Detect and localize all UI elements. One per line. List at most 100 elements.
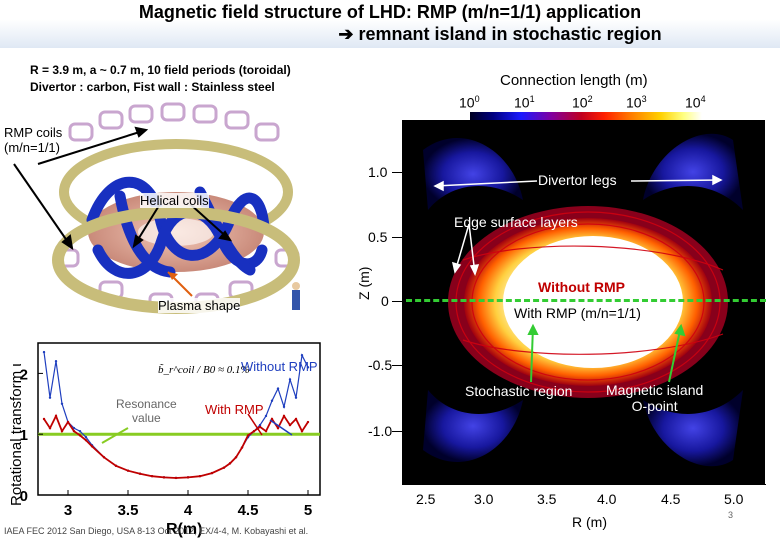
point-with-rmp — [282, 414, 286, 418]
without-rmp-label: Without RMP — [538, 279, 625, 295]
z-tick: -1.0 — [368, 423, 393, 439]
point-without-rmp — [294, 396, 298, 399]
point-with-rmp — [198, 474, 202, 478]
specs-line-1: R = 3.9 m, a ~ 0.7 m, 10 field periods (… — [30, 63, 291, 77]
helical-coils-label: Helical coils — [140, 193, 209, 208]
point-with-rmp — [294, 417, 298, 421]
point-with-rmp — [240, 446, 244, 449]
point-without-rmp — [288, 378, 292, 381]
colorbar-title: Connection length (m) — [500, 72, 648, 89]
without-rmp-pointer — [269, 419, 293, 436]
point-without-rmp — [282, 405, 286, 409]
point-with-rmp — [114, 464, 118, 468]
point-with-rmp — [210, 471, 214, 475]
colorbar-tick: 103 — [626, 94, 647, 111]
slide-subtitle: ➔ remnant island in stochastic region — [0, 24, 780, 45]
poincare-y-axis — [402, 120, 403, 485]
iota-y-ticklabel: 2 — [20, 366, 28, 383]
iota-ylabel-box: Rotational transform ι — [8, 338, 30, 508]
stochastic-region-label: Stochastic region — [465, 383, 573, 399]
point-without-rmp — [84, 436, 88, 439]
divertor-legs-label: Divertor legs — [538, 172, 617, 188]
point-with-rmp — [60, 429, 64, 433]
r-axis-label: R (m) — [572, 514, 607, 530]
point-with-rmp — [306, 420, 310, 424]
without-rmp-legend: Without RMP — [241, 359, 318, 374]
point-with-rmp — [174, 476, 178, 480]
point-with-rmp — [150, 474, 154, 478]
z-axis-label: Z (m) — [356, 266, 372, 300]
iota-ylabel: Rotational transform ι — [8, 363, 25, 506]
with-rmp-legend: With RMP — [205, 402, 264, 417]
point-with-rmp — [228, 462, 232, 465]
rmp-arrow-2 — [37, 129, 147, 165]
formula-label: b̃_r^coil / B0 ≈ 0.1% — [158, 364, 250, 376]
r-tick: 3.5 — [537, 491, 557, 507]
iota-y-ticklabel: 0 — [20, 488, 28, 505]
point-with-rmp — [288, 423, 292, 427]
point-with-rmp — [234, 456, 238, 459]
point-with-rmp — [222, 466, 226, 469]
iota-x-ticklabel: 5 — [304, 502, 312, 519]
rotational-transform-chart: 0 1 2 3 3.5 4 4.5 5 — [20, 342, 321, 519]
iota-y-ticklabel: 1 — [20, 427, 28, 444]
point-without-rmp — [300, 353, 304, 357]
colorbar-ticks: 100 101 102 103 104 — [455, 94, 715, 111]
point-with-rmp — [72, 429, 76, 433]
point-with-rmp — [258, 425, 262, 429]
z-tick: -0.5 — [368, 357, 393, 373]
person-icon — [292, 282, 300, 310]
point-without-rmp — [270, 399, 274, 402]
arrow-icon: ➔ — [338, 24, 354, 44]
z-tick: 0.5 — [368, 229, 388, 245]
z-tick: 0 — [381, 293, 389, 309]
iota-x-ticklabel: 3 — [64, 502, 72, 519]
r-tick: 5.0 — [724, 491, 744, 507]
page-number: 3 — [728, 510, 734, 520]
point-with-rmp — [186, 476, 190, 479]
point-with-rmp — [102, 456, 106, 459]
colorbar-gradient — [470, 112, 702, 121]
point-without-rmp — [306, 366, 310, 369]
poincare-map — [403, 120, 765, 485]
midplane-dashed-line — [406, 299, 766, 302]
point-with-rmp — [138, 472, 142, 475]
point-with-rmp — [246, 434, 250, 437]
point-without-rmp — [276, 387, 280, 390]
poincare-x-axis — [402, 484, 766, 485]
z-tick: 1.0 — [368, 164, 388, 180]
rmp-coils-label: RMP coils (m/n=1/1) — [4, 125, 63, 155]
footer-citation: IAEA FEC 2012 San Diego, USA 8-13 Oct 20… — [4, 526, 309, 536]
point-with-rmp — [270, 417, 274, 421]
point-without-rmp — [60, 402, 64, 405]
point-with-rmp — [84, 439, 88, 442]
edge-surface-label: Edge surface layers — [454, 214, 578, 230]
r-tick: 2.5 — [416, 491, 436, 507]
point-with-rmp — [276, 426, 280, 430]
slide-title: Magnetic field structure of LHD: RMP (m/… — [138, 2, 642, 22]
iota-x-ticklabel: 3.5 — [118, 502, 139, 519]
header-band — [0, 0, 780, 48]
point-without-rmp — [264, 414, 268, 418]
point-with-rmp — [126, 469, 130, 472]
point-without-rmp — [54, 360, 58, 363]
point-with-rmp — [90, 445, 94, 448]
point-with-rmp — [264, 429, 268, 433]
colorbar-tick: 102 — [572, 94, 593, 111]
rmp-arrow-1 — [13, 163, 73, 249]
colorbar-tick: 104 — [685, 94, 706, 111]
with-rmp-label: With RMP (m/n=1/1) — [514, 305, 641, 321]
colorbar-tick: 100 — [459, 94, 480, 111]
r-tick: 4.0 — [597, 491, 617, 507]
r-tick: 3.0 — [474, 491, 494, 507]
resonance-label: Resonance value — [116, 397, 177, 425]
iota-x-ticklabel: 4.5 — [238, 502, 259, 519]
iota-xlabel: R(m) — [166, 521, 203, 538]
point-without-rmp — [258, 423, 262, 427]
point-without-rmp — [48, 396, 52, 399]
with-rmp-pointer — [247, 413, 263, 436]
point-with-rmp — [48, 426, 52, 430]
point-with-rmp — [162, 476, 166, 479]
point-with-rmp — [300, 429, 304, 433]
magnetic-island-label: Magnetic island O-point — [606, 382, 704, 414]
